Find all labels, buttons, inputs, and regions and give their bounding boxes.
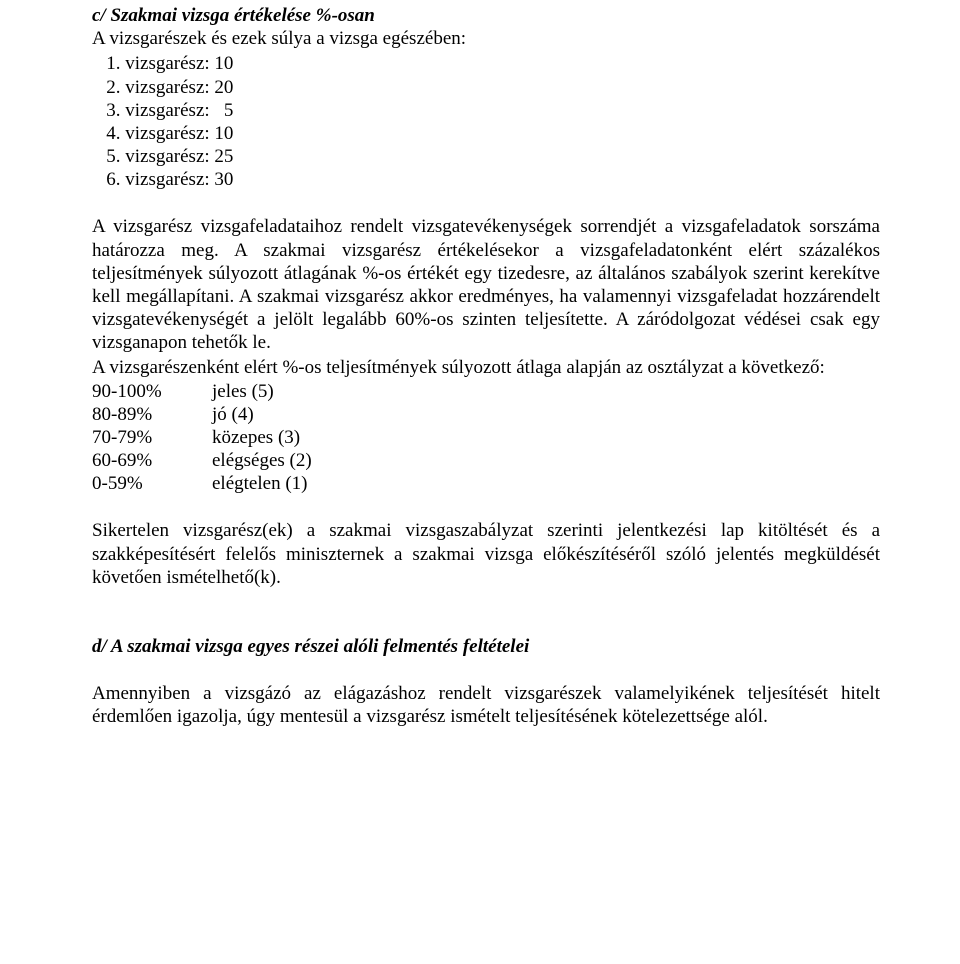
exam-part-row: 3. vizsgarész: 5: [92, 99, 880, 122]
grade-name: jó (4): [212, 403, 254, 426]
grade-name: jeles (5): [212, 380, 274, 403]
exam-part-label: 3. vizsgarész:: [106, 100, 209, 121]
grade-row: 90-100% jeles (5): [92, 380, 880, 403]
exam-part-label: 5. vizsgarész:: [106, 146, 209, 167]
exam-part-row: 2. vizsgarész: 20: [92, 76, 880, 99]
exam-part-row: 1. vizsgarész: 10: [92, 52, 880, 75]
section-c-paragraph-1: A vizsgarész vizsgafeladataihoz rendelt …: [92, 215, 880, 354]
section-c-paragraph-3: Sikertelen vizsgarész(ek) a szakmai vizs…: [92, 519, 880, 589]
exam-part-label: 1. vizsgarész:: [106, 53, 209, 74]
grade-row: 80-89% jó (4): [92, 403, 880, 426]
grade-percent: 70-79%: [92, 426, 212, 449]
grade-percent: 90-100%: [92, 380, 212, 403]
exam-part-value: 10: [214, 53, 233, 74]
exam-part-label: 6. vizsgarész:: [106, 169, 209, 190]
exam-part-row: 5. vizsgarész: 25: [92, 145, 880, 168]
exam-part-value: 30: [214, 169, 233, 190]
grade-scale: 90-100% jeles (5) 80-89% jó (4) 70-79% k…: [92, 380, 880, 496]
spacer: [92, 589, 880, 635]
grade-row: 0-59% elégtelen (1): [92, 472, 880, 495]
exam-part-row: 6. vizsgarész: 30: [92, 168, 880, 191]
section-c-intro: A vizsgarészek és ezek súlya a vizsga eg…: [92, 27, 880, 50]
exam-part-row: 4. vizsgarész: 10: [92, 122, 880, 145]
grade-row: 70-79% közepes (3): [92, 426, 880, 449]
spacer: [92, 191, 880, 213]
grade-name: közepes (3): [212, 426, 300, 449]
exam-part-value: 25: [214, 146, 233, 167]
section-d-paragraph-1: Amennyiben a vizsgázó az elágazáshoz ren…: [92, 682, 880, 728]
grade-name: elégtelen (1): [212, 472, 307, 495]
exam-part-value: 20: [214, 77, 233, 98]
section-c-paragraph-2: A vizsgarészenként elért %-os teljesítmé…: [92, 356, 880, 379]
grade-name: elégséges (2): [212, 449, 312, 472]
grade-percent: 60-69%: [92, 449, 212, 472]
exam-parts-list: 1. vizsgarész: 10 2. vizsgarész: 20 3. v…: [92, 52, 880, 191]
exam-part-label: 2. vizsgarész:: [106, 77, 209, 98]
grade-percent: 0-59%: [92, 472, 212, 495]
section-c-heading: c/ Szakmai vizsga értékelése %-osan: [92, 4, 880, 27]
spacer: [92, 495, 880, 517]
exam-part-value: 5: [224, 100, 234, 121]
section-d-heading: d/ A szakmai vizsga egyes részei alóli f…: [92, 635, 880, 658]
spacer: [92, 658, 880, 680]
page: c/ Szakmai vizsga értékelése %-osan A vi…: [0, 0, 960, 768]
grade-row: 60-69% elégséges (2): [92, 449, 880, 472]
exam-part-label: 4. vizsgarész:: [106, 123, 209, 144]
grade-percent: 80-89%: [92, 403, 212, 426]
exam-part-value: 10: [214, 123, 233, 144]
